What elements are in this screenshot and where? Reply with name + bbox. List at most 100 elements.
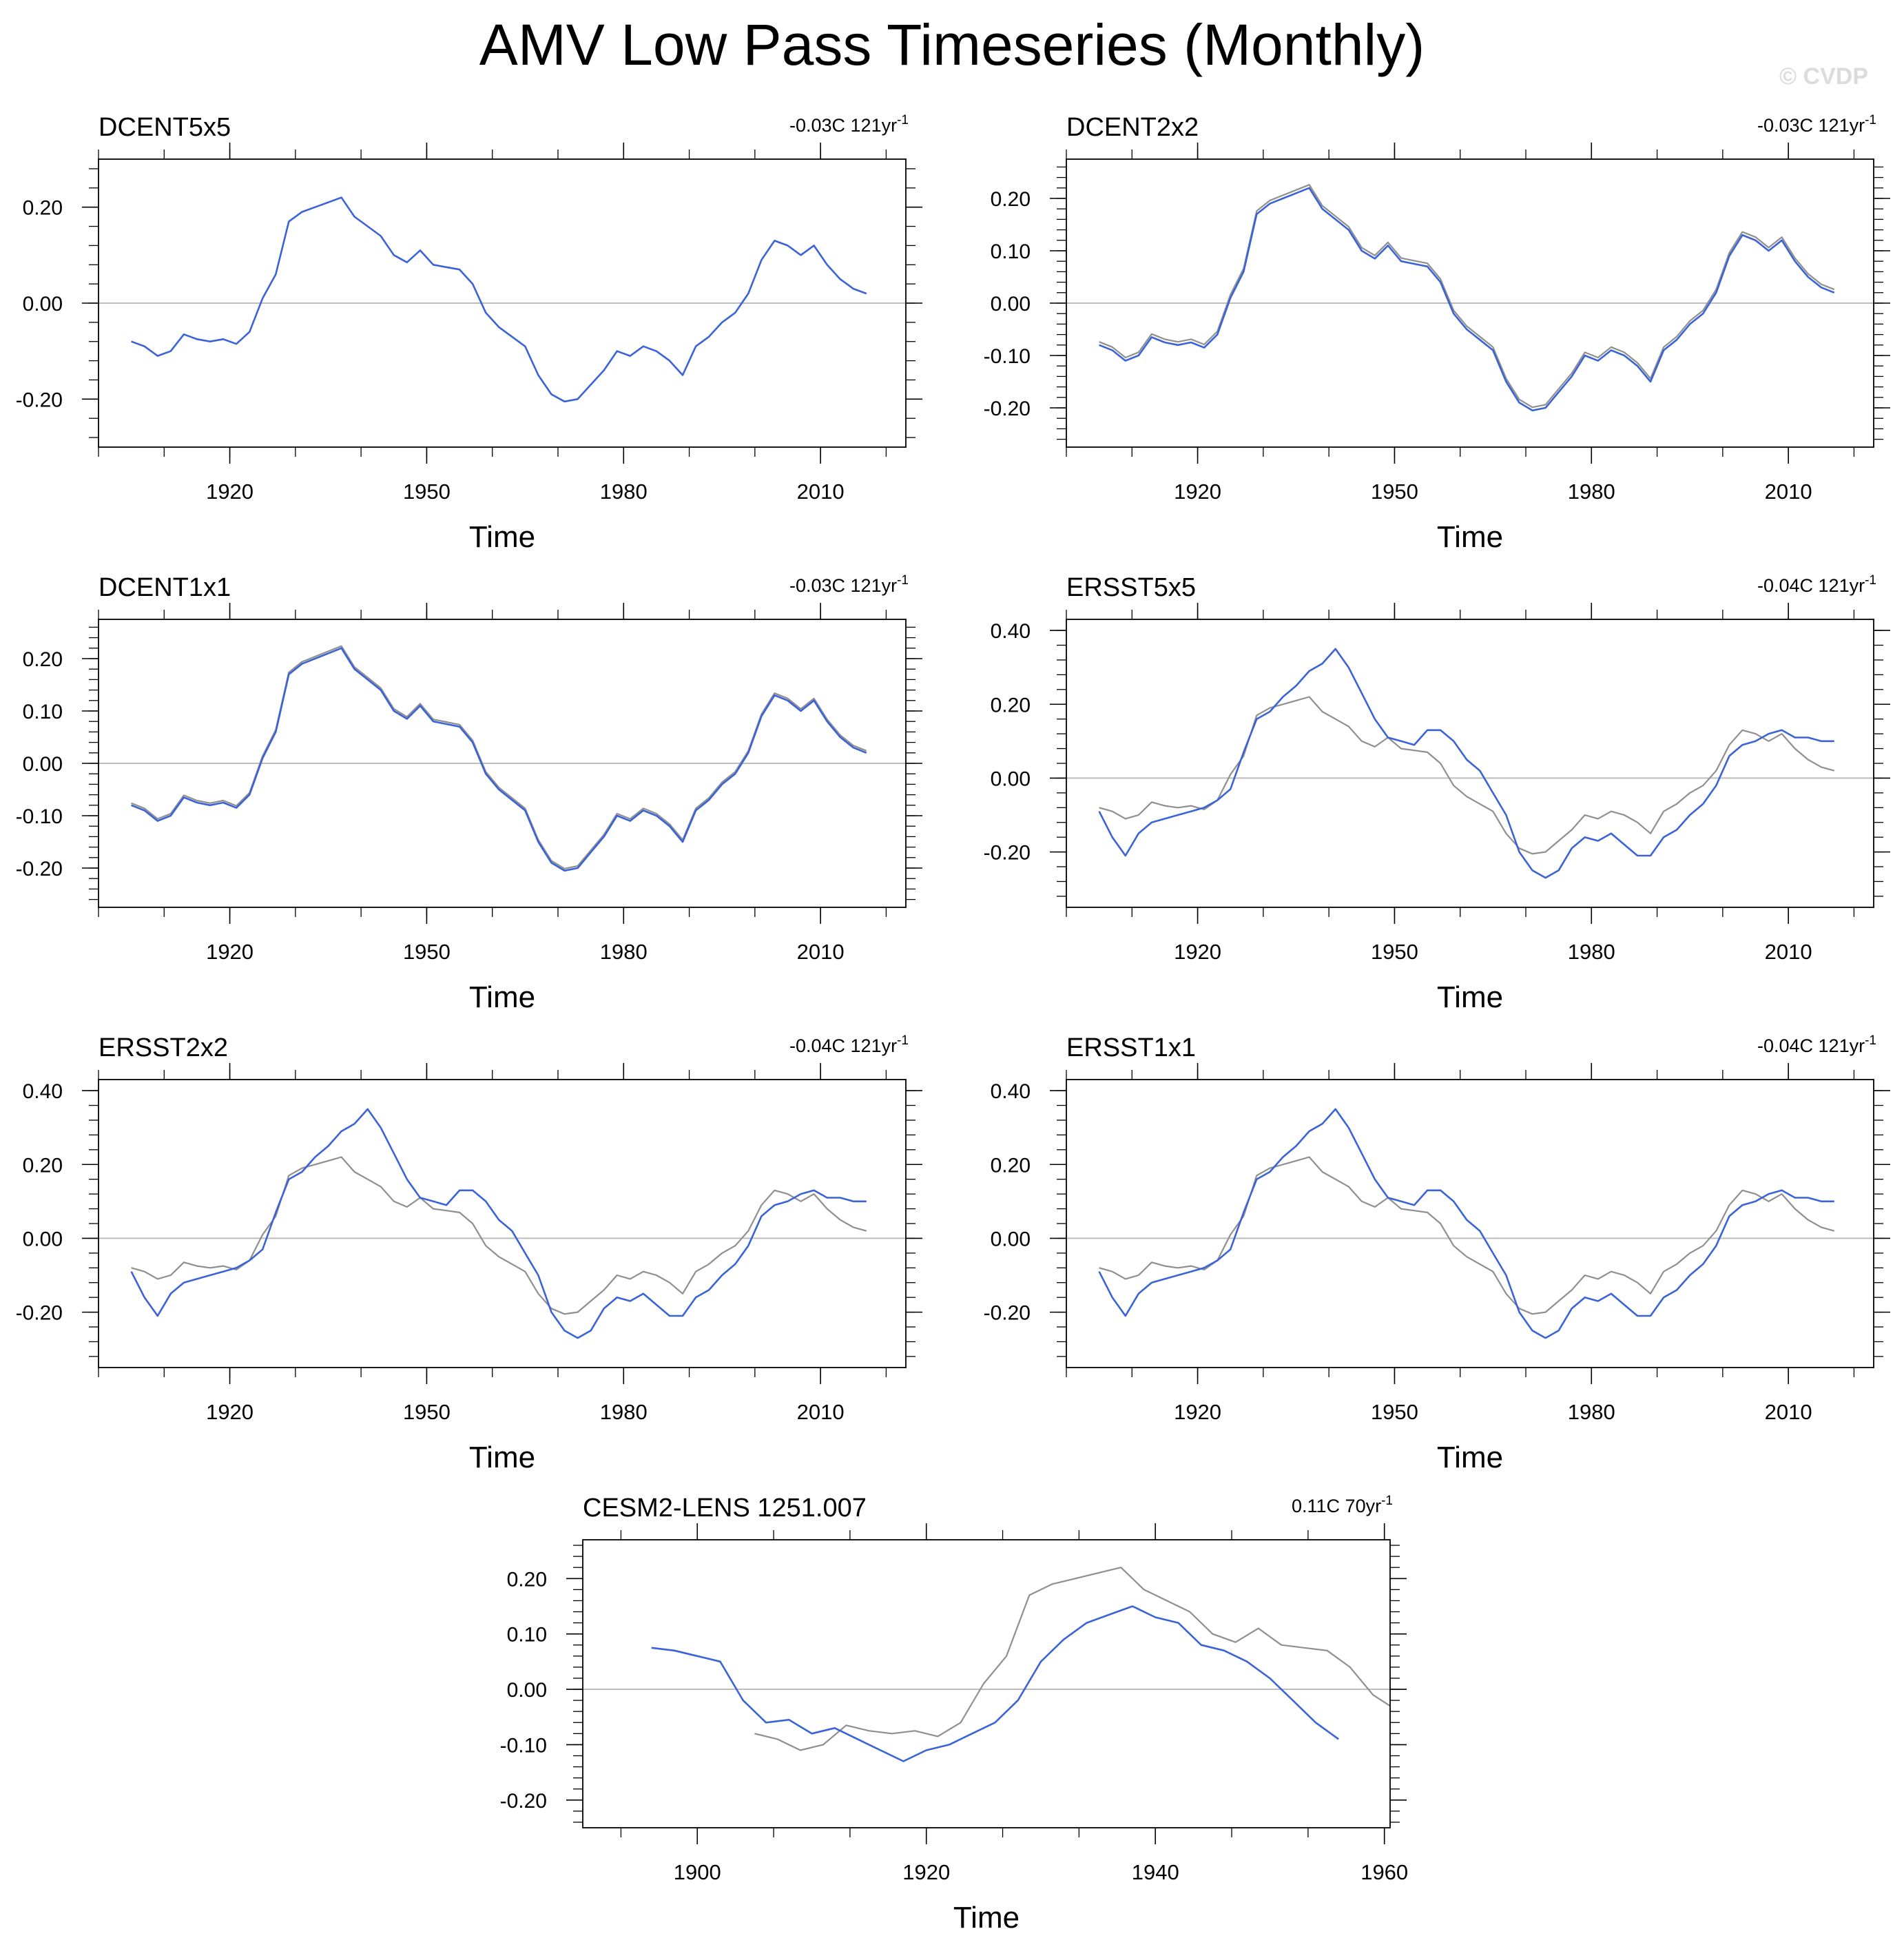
series-line-observed — [131, 196, 867, 403]
plot-frame — [1066, 619, 1874, 908]
plot-frame — [582, 1539, 1391, 1828]
y-tick-label: 0.10 — [507, 1624, 547, 1647]
y-tick-label: -0.10 — [984, 345, 1031, 368]
panel-title: ERSST5x5 — [1066, 573, 1196, 602]
y-tick-label: -0.10 — [16, 805, 63, 828]
trend-label: 0.11C 70yr-1 — [1292, 1494, 1393, 1516]
panel-ersst2x2: ERSST2x2 -0.04C 121yr-1 -0.20 0.00 0.20 0.40 1… — [16, 1033, 922, 1474]
x-tick-label: 1950 — [1371, 479, 1418, 504]
y-tick-label: -0.20 — [984, 1302, 1031, 1325]
x-tick-label: 1920 — [902, 1860, 950, 1884]
panel-dcent2x2: DCENT2x2 -0.03C 121yr-1 -0.20 -0.10 0.00 0.10… — [984, 113, 1890, 554]
series-line-observed — [651, 1605, 1339, 1762]
x-tick-label: 2010 — [797, 479, 845, 504]
y-tick-label: -0.20 — [984, 842, 1031, 865]
y-tick-label: -0.20 — [984, 398, 1031, 420]
x-tick-label: 1950 — [1371, 940, 1418, 964]
y-tick-label: 0.20 — [991, 694, 1031, 716]
y-tick-label: 0.20 — [991, 1154, 1031, 1177]
series-line-reference — [1099, 184, 1835, 409]
panel-title: DCENT2x2 — [1066, 113, 1199, 142]
panel-title: ERSST1x1 — [1066, 1033, 1196, 1062]
x-tick-label: 1950 — [1371, 1400, 1418, 1424]
x-tick-label: 2010 — [1765, 479, 1812, 504]
x-tick-label: 2010 — [797, 940, 845, 964]
x-tick-label: 1940 — [1132, 1860, 1179, 1884]
panel-title: CESM2-LENS 1251.007 — [583, 1494, 867, 1523]
x-tick-label: 2010 — [1765, 1400, 1812, 1424]
y-tick-label: 0.00 — [23, 1228, 63, 1250]
y-tick-label: 0.00 — [991, 293, 1031, 316]
series-line-observed — [130, 1108, 867, 1339]
y-tick-label: 0.20 — [23, 648, 63, 671]
panel-title: ERSST2x2 — [99, 1033, 228, 1062]
plot-frame — [98, 158, 907, 448]
panel-ersst1x1: ERSST1x1 -0.04C 121yr-1 -0.20 0.00 0.20 0.40 1… — [984, 1033, 1890, 1474]
x-tick-label: 1950 — [403, 1400, 451, 1424]
panel-dcent1x1: DCENT1x1 -0.03C 121yr-1 -0.20 -0.10 0.00 0.10… — [16, 573, 922, 1014]
y-tick-label: -0.20 — [16, 1302, 63, 1325]
trend-label: -0.03C 121yr-1 — [1757, 113, 1876, 136]
series-line-reference — [754, 1567, 1391, 1751]
panel-title: DCENT1x1 — [99, 573, 231, 602]
x-axis-label: Time — [953, 1901, 1020, 1935]
trend-label: -0.04C 121yr-1 — [789, 1033, 909, 1056]
x-axis-label: Time — [1437, 520, 1503, 554]
series-line-observed — [1098, 648, 1834, 879]
series-line-observed — [131, 647, 867, 872]
y-tick-label: 0.20 — [23, 1154, 63, 1177]
x-tick-label: 1980 — [1568, 1400, 1615, 1424]
y-tick-label: 0.40 — [23, 1080, 63, 1103]
x-tick-label: 1900 — [674, 1860, 721, 1884]
trend-label: -0.03C 121yr-1 — [789, 113, 909, 136]
y-tick-label: 0.40 — [991, 1080, 1031, 1103]
plot-frame — [98, 619, 907, 908]
x-tick-label: 1920 — [1174, 1400, 1221, 1424]
y-tick-label: 0.00 — [991, 767, 1031, 790]
x-tick-label: 1950 — [403, 479, 451, 504]
trend-label: -0.04C 121yr-1 — [1757, 573, 1876, 596]
plot-frame — [1066, 1079, 1874, 1368]
x-tick-label: 1920 — [1174, 940, 1221, 964]
x-tick-label: 2010 — [797, 1400, 845, 1424]
plot-frame — [1066, 158, 1874, 448]
x-tick-label: 1980 — [600, 1400, 648, 1424]
y-tick-label: 0.20 — [507, 1568, 547, 1591]
y-tick-label: 0.40 — [991, 620, 1031, 643]
y-tick-label: -0.20 — [16, 858, 63, 880]
x-tick-label: 2010 — [1765, 940, 1812, 964]
x-tick-label: 1920 — [206, 479, 253, 504]
series-line-reference — [131, 1156, 867, 1315]
trend-label: -0.03C 121yr-1 — [789, 573, 909, 596]
x-tick-label: 1920 — [206, 1400, 253, 1424]
y-tick-label: 0.00 — [23, 753, 63, 776]
y-tick-label: 0.10 — [23, 701, 63, 723]
y-tick-label: 0.00 — [23, 293, 63, 316]
x-axis-label: Time — [1437, 1441, 1503, 1474]
panel-ersst5x5: ERSST5x5 -0.04C 121yr-1 -0.20 0.00 0.20 0.40 1… — [984, 573, 1890, 1014]
x-axis-label: Time — [1437, 980, 1503, 1014]
x-tick-label: 1960 — [1360, 1860, 1408, 1884]
y-tick-label: 0.00 — [507, 1679, 547, 1702]
watermark: © CVDP — [1779, 63, 1868, 90]
y-tick-label: 0.20 — [23, 197, 63, 220]
y-tick-label: 0.00 — [991, 1228, 1031, 1250]
series-line-reference — [1099, 696, 1835, 855]
x-tick-label: 1950 — [403, 940, 451, 964]
y-tick-label: -0.20 — [16, 389, 63, 411]
x-tick-label: 1980 — [600, 940, 648, 964]
x-tick-label: 1920 — [206, 940, 253, 964]
panel-title: DCENT5x5 — [99, 113, 231, 142]
x-tick-label: 1980 — [1568, 479, 1615, 504]
x-tick-label: 1980 — [600, 479, 648, 504]
series-line-reference — [1099, 1156, 1835, 1315]
y-tick-label: -0.20 — [500, 1790, 547, 1813]
panel-cesm2-lens: CESM2-LENS 1251.007 0.11C 70yr-1 -0.20 -0.1… — [500, 1494, 1409, 1935]
x-tick-label: 1920 — [1174, 479, 1221, 504]
series-line-reference — [131, 645, 867, 869]
panel-dcent5x5: DCENT5x5 -0.03C 121yr-1 -0.20 0.00 0.20 1920 1… — [16, 113, 922, 554]
trend-label: -0.04C 121yr-1 — [1757, 1033, 1876, 1056]
series-line-observed — [1098, 1108, 1834, 1339]
plot-frame — [98, 1079, 907, 1368]
x-axis-label: Time — [469, 520, 535, 554]
